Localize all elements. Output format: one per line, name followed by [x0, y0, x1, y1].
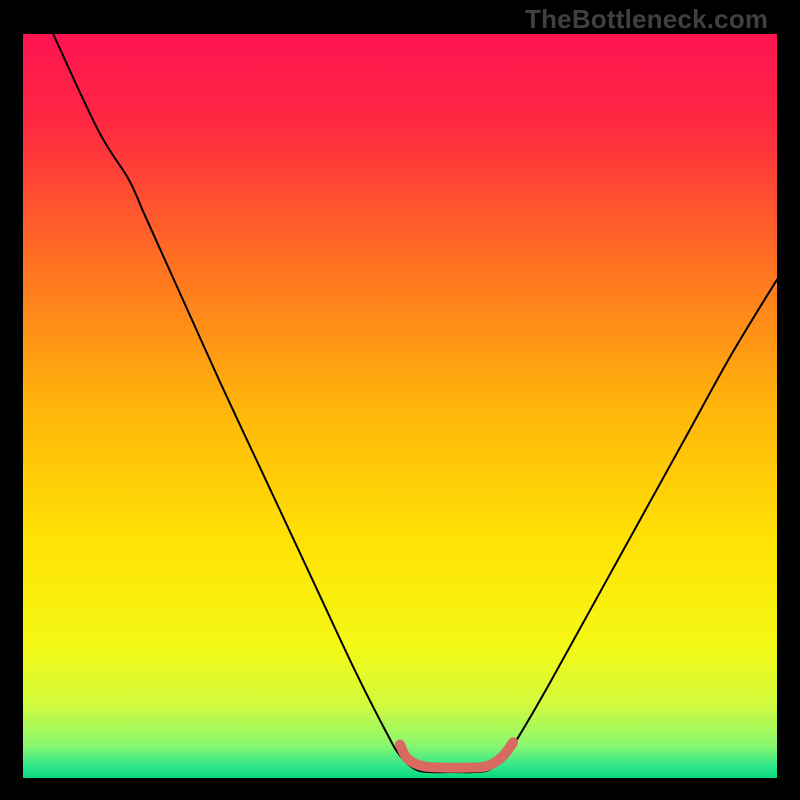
plot-area	[23, 34, 777, 778]
gradient-background	[23, 34, 777, 778]
watermark-text: TheBottleneck.com	[525, 4, 768, 35]
chart-svg	[23, 34, 777, 778]
